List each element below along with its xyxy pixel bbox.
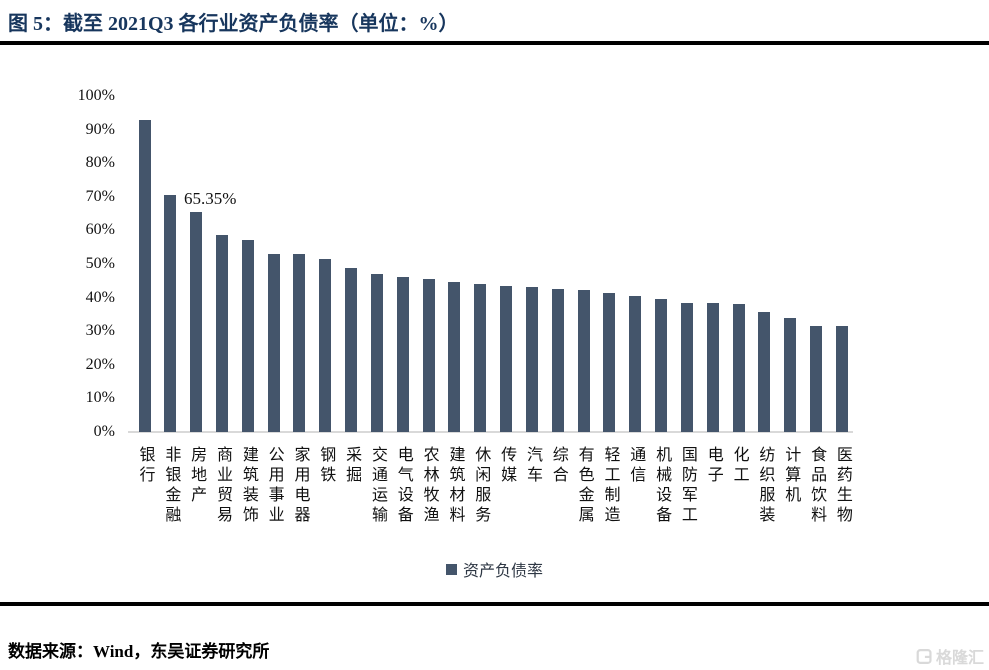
gelonghui-logo-icon bbox=[916, 648, 932, 664]
x-axis-category-label: 非银金融 bbox=[162, 446, 180, 526]
x-axis-category-label: 化工 bbox=[730, 446, 748, 486]
bar bbox=[345, 267, 358, 432]
x-axis-category-label: 轻工制造 bbox=[601, 446, 619, 526]
bar bbox=[241, 240, 254, 432]
y-axis-tick-label: 40% bbox=[85, 288, 115, 306]
x-axis-category-label: 综合 bbox=[549, 446, 567, 486]
bar bbox=[422, 279, 435, 432]
x-axis-category-label: 商业贸易 bbox=[213, 446, 231, 526]
legend-swatch-icon bbox=[445, 563, 457, 575]
x-axis-category-label: 建筑装饰 bbox=[239, 446, 257, 526]
bar bbox=[655, 298, 668, 432]
y-axis-tick-label: 10% bbox=[85, 389, 115, 407]
x-axis-category-label: 电子 bbox=[704, 446, 722, 486]
legend: 资产负债率 bbox=[0, 557, 989, 581]
bar bbox=[190, 212, 203, 432]
x-axis-category-label: 通信 bbox=[627, 446, 645, 486]
bar bbox=[500, 285, 513, 432]
y-axis-tick-label: 90% bbox=[85, 120, 115, 138]
bar bbox=[706, 302, 719, 432]
x-axis-category-label: 建筑材料 bbox=[446, 446, 464, 526]
y-axis-tick-label: 60% bbox=[85, 221, 115, 239]
y-axis-tick-label: 0% bbox=[93, 423, 115, 440]
x-axis-category-label: 传媒 bbox=[498, 446, 516, 486]
watermark: 格隆汇 bbox=[916, 644, 984, 668]
title-divider bbox=[0, 41, 989, 45]
x-axis-category-label: 银行 bbox=[136, 446, 154, 486]
bar bbox=[525, 287, 538, 432]
page-title: 图 5：截至 2021Q3 各行业资产负债率（单位：%） bbox=[8, 13, 459, 35]
x-axis-category-label: 家用电器 bbox=[291, 446, 309, 526]
x-axis-category-label: 钢铁 bbox=[317, 446, 335, 486]
bar bbox=[784, 318, 797, 432]
bar bbox=[319, 258, 332, 432]
x-axis-category-label: 计算机 bbox=[782, 446, 800, 506]
bar bbox=[603, 292, 616, 432]
bar bbox=[448, 282, 461, 432]
y-axis-tick-label: 30% bbox=[85, 322, 115, 340]
bar bbox=[474, 284, 487, 432]
legend-label: 资产负债率 bbox=[462, 563, 543, 580]
bar bbox=[551, 288, 564, 432]
y-axis-tick-label: 100% bbox=[77, 87, 115, 104]
bar bbox=[293, 253, 306, 432]
x-axis-category-label: 房地产 bbox=[188, 446, 206, 506]
bar bbox=[732, 303, 745, 432]
chart: 0% 10% 20% 30% 40% 50% 60% 70% 80% 90% 100% 银行 非银金融房… bbox=[77, 87, 853, 526]
x-axis-category-label: 食品饮料 bbox=[808, 446, 826, 526]
watermark-text: 格隆汇 bbox=[935, 650, 984, 667]
x-axis-category-label: 纺织服装 bbox=[756, 446, 774, 526]
bar bbox=[680, 302, 693, 432]
bar bbox=[215, 235, 228, 432]
bar bbox=[164, 194, 177, 432]
bar bbox=[267, 253, 280, 432]
y-axis-tick-label: 80% bbox=[85, 154, 115, 172]
data-label: 65.35% bbox=[183, 189, 237, 209]
bar bbox=[577, 290, 590, 432]
bar bbox=[138, 120, 151, 432]
x-axis-category-label: 有色金属 bbox=[575, 446, 593, 526]
bar bbox=[758, 311, 771, 432]
data-source: 数据来源：Wind，东吴证券研究所 bbox=[8, 642, 270, 661]
bar bbox=[396, 277, 409, 432]
x-axis-category-label: 农林牧渔 bbox=[420, 446, 438, 526]
x-axis-category-label: 公用事业 bbox=[265, 446, 283, 526]
x-axis-category-label: 休闲服务 bbox=[472, 446, 490, 526]
bar bbox=[810, 325, 823, 432]
x-axis-category-label: 医药生物 bbox=[833, 446, 851, 526]
footer-divider bbox=[0, 602, 989, 606]
x-axis-category-label: 交通运输 bbox=[368, 446, 386, 526]
y-axis-tick-label: 20% bbox=[85, 355, 115, 373]
x-axis-category-label: 电气设备 bbox=[394, 446, 412, 526]
y-axis-tick-label: 50% bbox=[85, 255, 115, 272]
x-axis-category-label: 国防军工 bbox=[678, 446, 696, 526]
bar bbox=[370, 274, 383, 432]
x-axis-category-label: 采掘 bbox=[343, 446, 361, 486]
x-axis-category-label: 汽车 bbox=[523, 446, 541, 486]
bar bbox=[629, 295, 642, 432]
x-axis-line bbox=[128, 431, 853, 433]
bar bbox=[835, 326, 848, 432]
y-axis-tick-label: 70% bbox=[85, 187, 115, 205]
x-axis-category-label: 机械设备 bbox=[653, 446, 671, 526]
